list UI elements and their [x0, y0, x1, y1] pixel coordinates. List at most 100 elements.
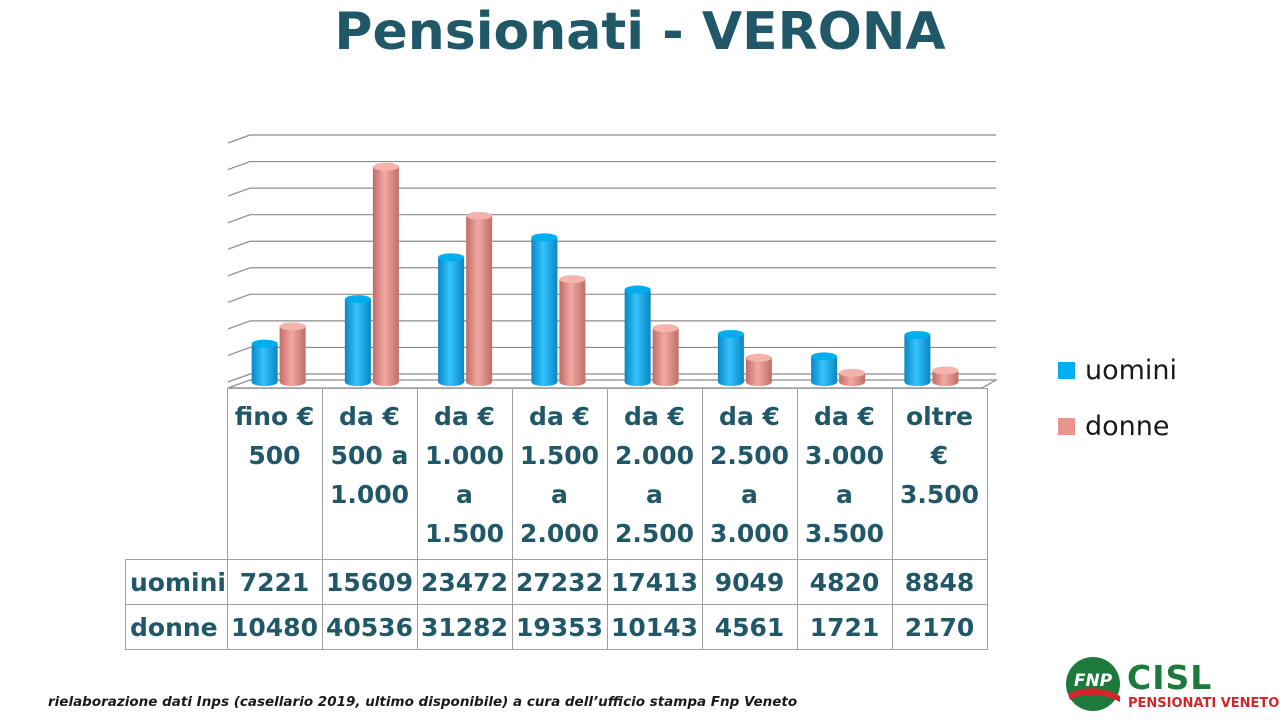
bar-body	[251, 343, 278, 386]
bar-body	[811, 356, 838, 386]
value-cell: 8848	[891, 559, 988, 605]
category-cell: da € 3.000 a 3.500	[796, 388, 893, 560]
bar-top	[624, 285, 651, 294]
bar-body	[624, 289, 651, 386]
bar-top	[559, 275, 586, 284]
gridline-diagonal	[227, 346, 251, 357]
fnp-cisl-logo: FNP CISL PENSIONATI VENETO	[1064, 656, 1279, 712]
value-cell: 2170	[891, 604, 988, 650]
table-header-row: fino € 500 da € 500 a 1.000 da € 1.000 a…	[126, 388, 988, 560]
gridline-diagonal	[227, 373, 251, 383]
bar-uomini	[344, 295, 371, 386]
table-row-uomini: uomini 7221 15609 23472 27232 17413 9049…	[125, 559, 988, 605]
category-label: da € 1.500 a 2.000	[519, 402, 600, 548]
bar-top	[466, 211, 493, 220]
bar-body	[438, 257, 465, 386]
bar-uomini	[624, 285, 651, 386]
legend-swatch-uomini	[1058, 361, 1075, 379]
category-label: da € 500 a 1.000	[329, 402, 410, 509]
chart-title: Pensionati - VERONA	[334, 2, 946, 62]
gridline-diagonal	[227, 293, 251, 303]
legend-item-uomini: uomini	[1058, 342, 1177, 398]
bar-body	[531, 237, 558, 386]
gridline-diagonal	[227, 214, 251, 224]
legend-item-donne: donne	[1058, 398, 1177, 454]
value-cell: 10143	[606, 604, 703, 650]
bar-uomini	[904, 331, 931, 386]
category-label: da € 2.500 a 3.000	[709, 402, 790, 548]
bar-body	[745, 357, 772, 386]
bar-top	[279, 322, 306, 331]
chart-floor	[227, 379, 999, 389]
category-label: oltre € 3.500	[899, 402, 980, 509]
gridline-diagonal	[227, 160, 251, 171]
bar-donne	[372, 162, 399, 386]
bar-body	[279, 326, 306, 386]
table-corner	[126, 389, 228, 560]
bar-body	[717, 333, 744, 386]
bar-body	[559, 279, 586, 386]
value-cell: 10480	[226, 604, 323, 650]
gridline-diagonal	[227, 267, 251, 277]
category-cell: da € 1.000 a 1.500	[416, 388, 513, 560]
fnp-logo-text: FNP	[1074, 671, 1113, 691]
gridline-diagonal	[227, 134, 251, 144]
bar-body	[466, 215, 493, 386]
category-cell: da € 500 a 1.000	[321, 388, 418, 560]
table-row-donne: donne 10480 40536 31282 19353 10143 4561…	[125, 604, 988, 650]
cisl-logo-text: CISL	[1127, 658, 1213, 697]
bar-body	[652, 328, 679, 386]
category-label: da € 2.000 a 2.500	[614, 402, 695, 548]
bar-top	[531, 233, 558, 242]
bar-donne	[932, 366, 959, 386]
bar-body	[372, 166, 399, 386]
gridline-diagonal	[227, 240, 251, 250]
bar-body	[344, 299, 371, 386]
value-cell: 27232	[511, 559, 608, 605]
gridline-diagonal	[227, 187, 251, 197]
bar-uomini	[438, 253, 465, 386]
bar-top	[811, 352, 838, 361]
value-cell: 1721	[796, 604, 893, 650]
logo-subtitle: PENSIONATI VENETO	[1128, 696, 1280, 711]
bar-top	[904, 331, 931, 340]
category-cell: da € 1.500 a 2.000	[511, 388, 608, 560]
bar-donne	[279, 322, 306, 386]
fnp-logo-icon: FNP	[1066, 657, 1120, 711]
value-cell: 31282	[416, 604, 513, 650]
value-cell: 4820	[796, 559, 893, 605]
bar-body	[932, 370, 959, 386]
bar-top	[839, 368, 866, 377]
bar-uomini	[811, 352, 838, 386]
bar-donne	[559, 275, 586, 386]
bar-top	[745, 353, 772, 362]
bar-uomini	[717, 329, 744, 386]
bar-top	[438, 253, 465, 262]
category-label: fino € 500	[234, 402, 315, 470]
bar-donne	[652, 324, 679, 386]
legend-label-donne: donne	[1085, 410, 1170, 442]
bar-uomini	[531, 233, 558, 386]
value-cell: 9049	[701, 559, 798, 605]
bar-top	[717, 329, 744, 338]
row-header-donne: donne	[125, 604, 228, 650]
value-cell: 23472	[416, 559, 513, 605]
bar-top	[344, 295, 371, 304]
chart-legend: uomini donne	[1058, 342, 1177, 454]
bar-donne	[745, 353, 772, 386]
bar-top	[372, 162, 399, 171]
bar-top	[251, 339, 278, 348]
chart-gridlines	[227, 134, 999, 389]
row-header-uomini: uomini	[125, 559, 228, 605]
gridline-diagonal	[227, 320, 251, 330]
bar-donne	[466, 211, 493, 386]
category-label: da € 3.000 a 3.500	[804, 402, 885, 548]
bar-body	[904, 335, 931, 386]
value-cell: 7221	[226, 559, 323, 605]
value-cell: 40536	[321, 604, 418, 650]
source-footnote: rielaborazione dati Inps (casellario 201…	[48, 694, 798, 710]
category-cell: da € 2.500 a 3.000	[701, 388, 798, 560]
data-table: fino € 500 da € 500 a 1.000 da € 1.000 a…	[125, 388, 988, 650]
value-cell: 17413	[606, 559, 703, 605]
